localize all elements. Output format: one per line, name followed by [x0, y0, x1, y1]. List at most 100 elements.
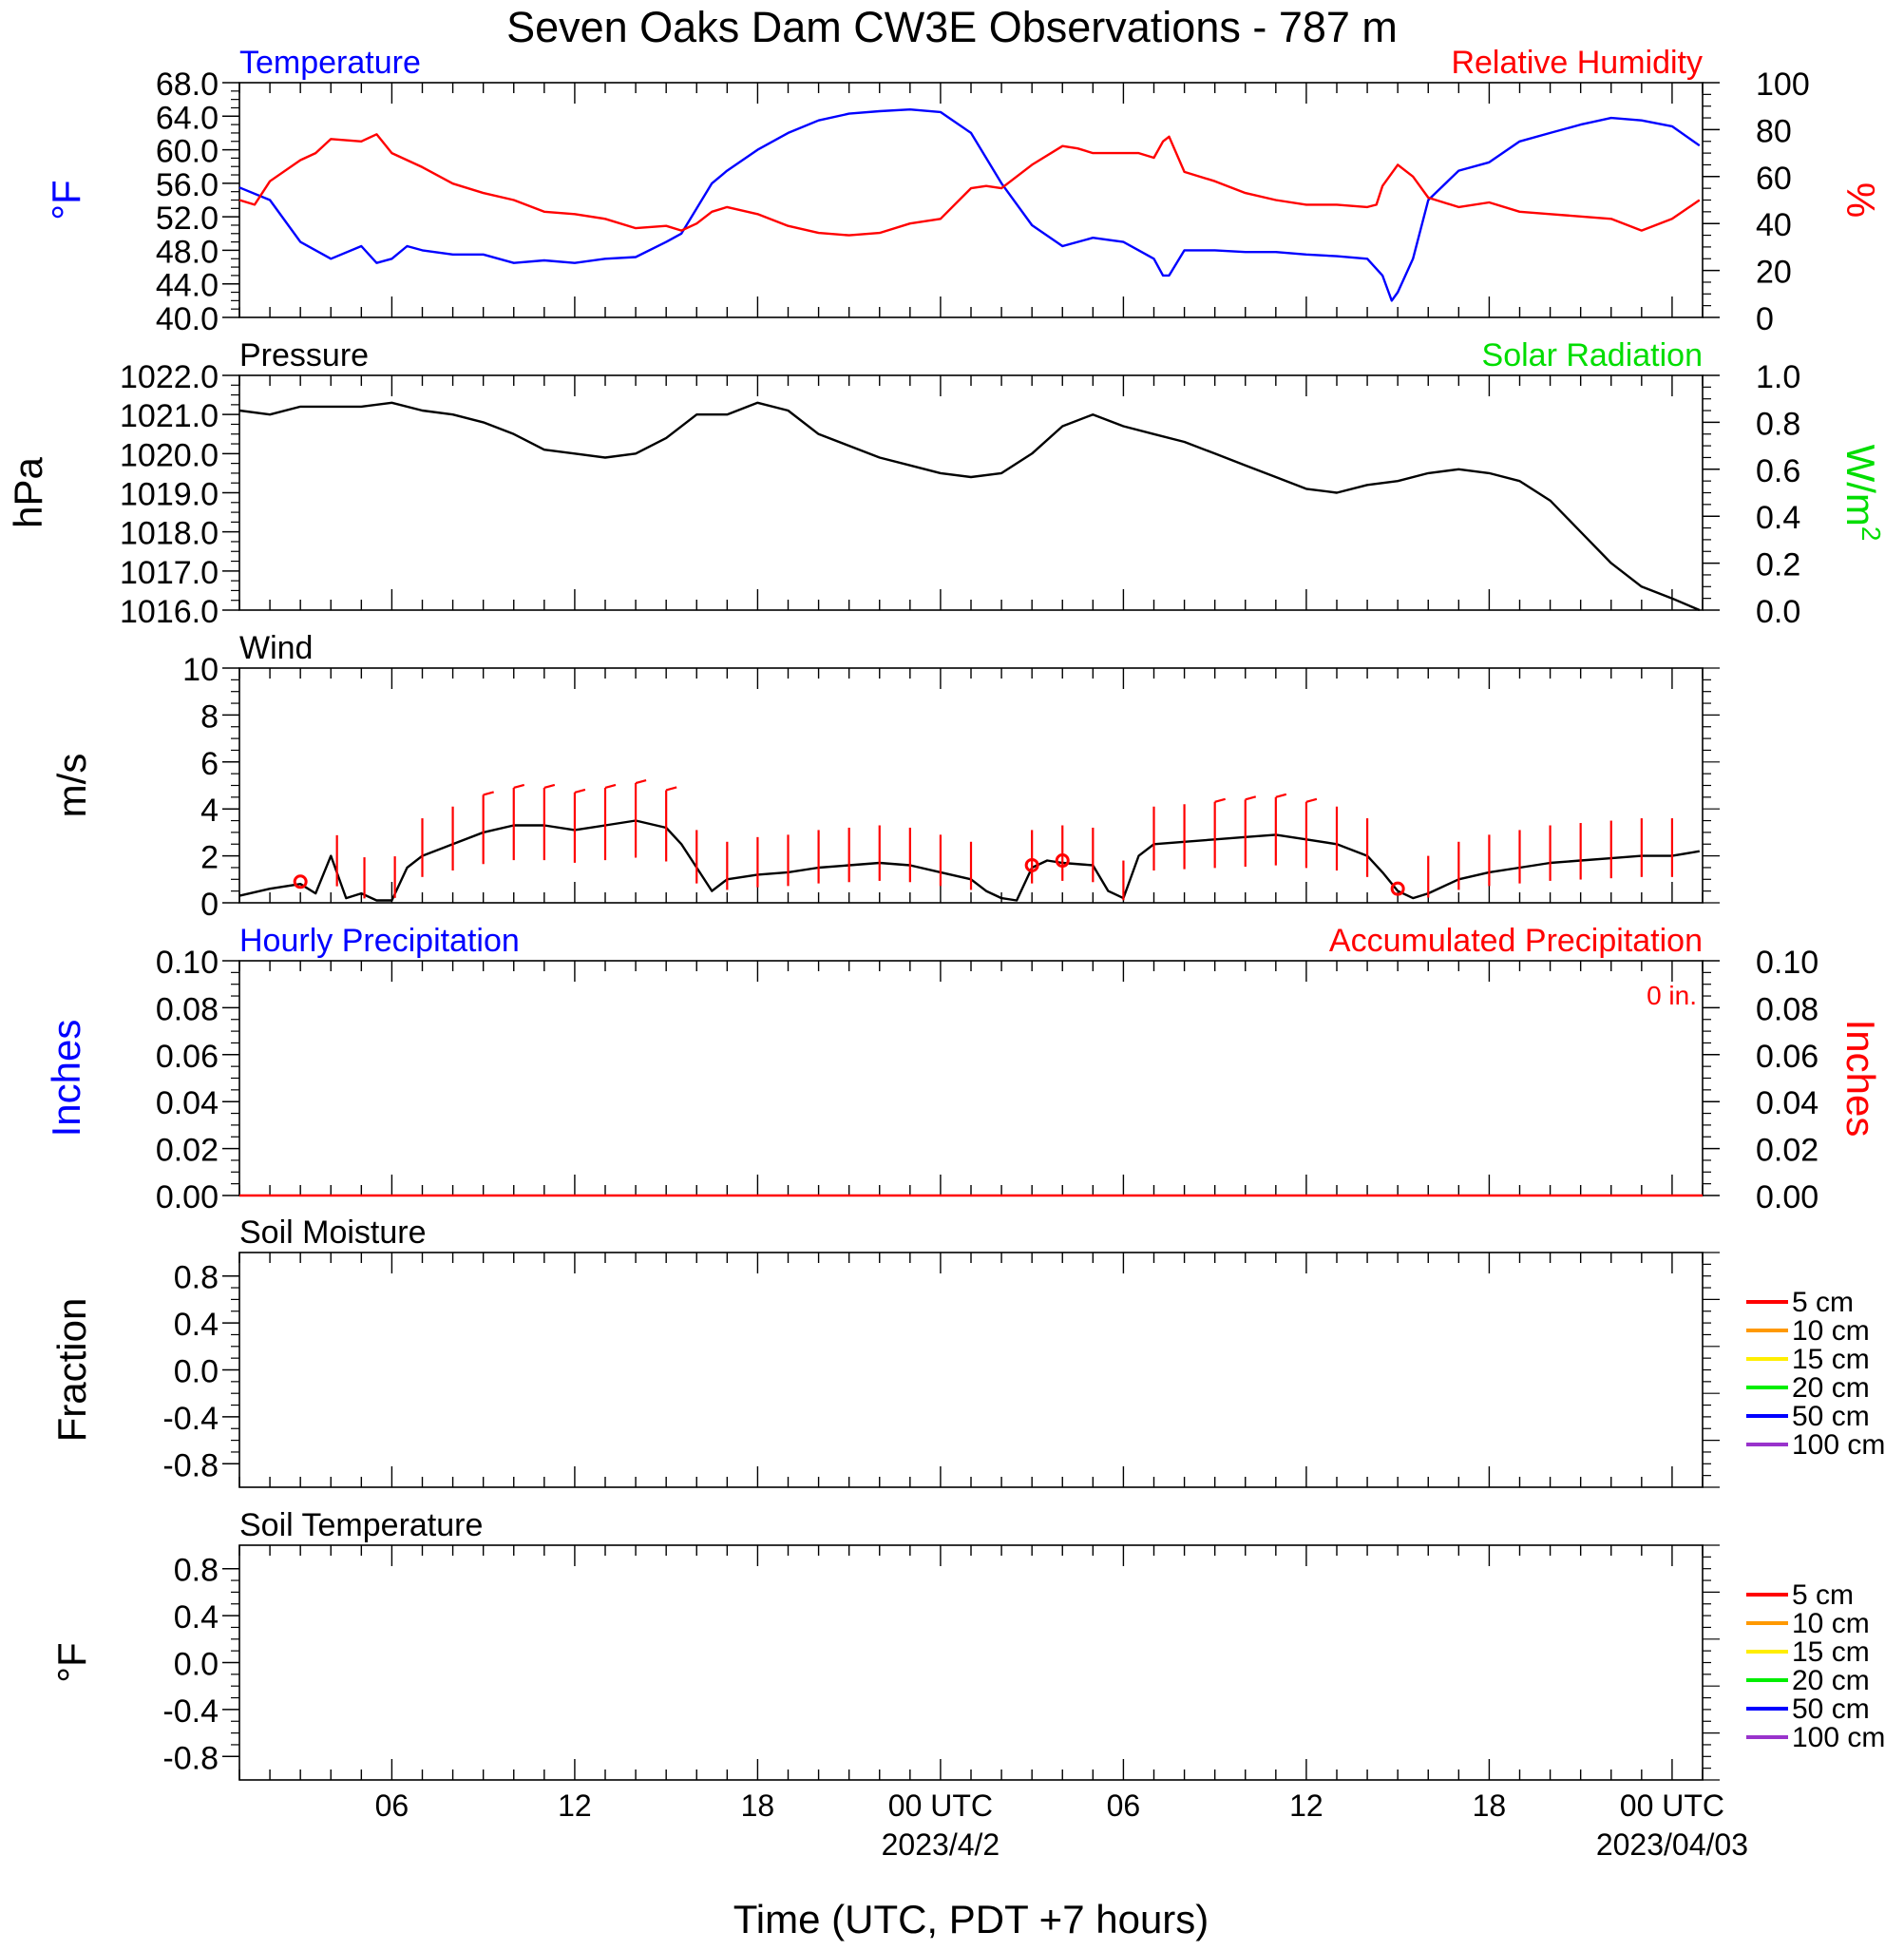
legend-label: 15 cm [1792, 1344, 1870, 1375]
y-axis-label-left: °F [49, 1642, 94, 1682]
plot-frame [238, 1252, 1704, 1488]
legend-label: 10 cm [1792, 1315, 1870, 1347]
y-tick-label-left: 0.4 [174, 1307, 219, 1343]
panel-title-left: Soil Moisture [239, 1215, 427, 1251]
y-tick-label-left: 1016.0 [120, 594, 219, 630]
y-tick-label-left: 0.10 [156, 945, 219, 981]
y-tick-label-right: 0.04 [1756, 1085, 1818, 1121]
series-wind [238, 819, 1701, 902]
calm-wind-marker [1390, 881, 1405, 896]
wind-barb-flag [483, 791, 494, 796]
wind-barb-flag [665, 786, 677, 792]
y-tick-label-left: 1017.0 [120, 555, 219, 591]
y-tick-label-left: 0.06 [156, 1039, 219, 1075]
y-tick-label-left: 1019.0 [120, 477, 219, 513]
plot-frame [238, 960, 1704, 1196]
panel-title-left: Hourly Precipitation [239, 923, 520, 959]
legend-label: 50 cm [1792, 1401, 1870, 1432]
y-axis-label-left: Fraction [49, 1298, 94, 1443]
legend-label: 5 cm [1792, 1579, 1854, 1611]
panel-wind: 10 8 6 4 2 0 Wind m/s [49, 630, 1720, 923]
y-axis-label-left: Inches [44, 1020, 88, 1138]
y-tick-label-right: 0.2 [1756, 547, 1800, 583]
y-tick-label-right: 0 [1756, 301, 1774, 337]
series-relative-humidity [238, 133, 1701, 237]
y-tick-label-right: 0.02 [1756, 1133, 1818, 1169]
y-tick-label-left: -0.8 [162, 1740, 219, 1776]
wind-barb-flag [1305, 797, 1318, 803]
y-tick-label-left: 0.00 [156, 1179, 219, 1215]
legend-label: 15 cm [1792, 1636, 1870, 1668]
x-tick-label: 18 [741, 1788, 775, 1823]
legend-label: 20 cm [1792, 1372, 1870, 1404]
legend-label: 100 cm [1792, 1429, 1885, 1461]
wind-barb-flag [604, 783, 617, 790]
x-tick-label: 12 [558, 1788, 592, 1823]
y-tick-label-right: 80 [1756, 113, 1792, 149]
y-tick-label-right: 0.08 [1756, 991, 1818, 1027]
panel-title-left: Wind [239, 630, 313, 666]
plot-frame [238, 1544, 1704, 1781]
y-tick-label-left: 40.0 [156, 301, 219, 337]
y-tick-label-left: 0.04 [156, 1085, 219, 1121]
legend-label: 50 cm [1792, 1693, 1870, 1725]
y-tick-label-left: -0.8 [162, 1447, 219, 1483]
y-tick-label-right: 0.6 [1756, 453, 1800, 489]
panel-precipitation: 0.10 0.08 0.06 0.04 0.02 0.00 0.10 0.08 0.06 0.04… [44, 923, 1883, 1215]
y-tick-label-right: 0.0 [1756, 594, 1800, 630]
y-tick-label-left: 6 [200, 746, 219, 782]
y-axis-label-left: °F [44, 180, 88, 220]
y-tick-label-left: 0.8 [174, 1553, 219, 1589]
panel-title-left: Temperature [239, 45, 421, 81]
series-pressure [238, 401, 1701, 612]
wind-barb-flag [1275, 793, 1287, 798]
y-tick-label-left: 0.4 [174, 1599, 219, 1635]
x-tick-label: 06 [1107, 1788, 1141, 1823]
wind-barb-flag [574, 788, 586, 794]
plot-frame [238, 82, 1704, 318]
calm-wind-marker [293, 874, 308, 889]
y-tick-label-left: -0.4 [162, 1401, 219, 1437]
wind-barb-flag [1245, 795, 1257, 801]
y-tick-label-left: 1020.0 [120, 437, 219, 473]
figure-title: Seven Oaks Dam CW3E Observations - 787 m [506, 3, 1398, 51]
y-axis-label-right: % [1838, 182, 1883, 218]
y-tick-label-left: 0.08 [156, 991, 219, 1027]
x-tick-label: 18 [1473, 1788, 1507, 1823]
x-tick-label: 00 UTC [1620, 1788, 1724, 1823]
y-tick-label-left: 48.0 [156, 234, 219, 270]
y-axis-label-left: m/s [49, 754, 94, 818]
wind-barb-flag [1214, 797, 1226, 803]
y-axis-label-right: Inches [1838, 1020, 1883, 1138]
y-tick-label-right: 100 [1756, 67, 1810, 103]
y-tick-label-left: -0.4 [162, 1693, 219, 1730]
y-tick-label-left: 1018.0 [120, 516, 219, 552]
calm-wind-marker [1055, 853, 1070, 869]
y-axis-label-left: hPa [6, 456, 50, 527]
y-tick-label-left: 1021.0 [120, 398, 219, 434]
x-axis-label: Time (UTC, PDT +7 hours) [733, 1897, 1209, 1941]
panel-title-right: Solar Radiation [1482, 337, 1703, 373]
y-axis-label-right: W/m2 [1838, 445, 1886, 542]
legend-label: 100 cm [1792, 1722, 1885, 1753]
y-tick-label-right: 0.06 [1756, 1039, 1818, 1075]
y-tick-label-right: 0.10 [1756, 945, 1818, 981]
wind-barb-flag [513, 783, 525, 790]
legend-label: 10 cm [1792, 1608, 1870, 1639]
y-tick-label-right: 0.00 [1756, 1179, 1818, 1215]
y-tick-label-right: 60 [1756, 161, 1792, 197]
y-tick-label-left: 4 [200, 793, 219, 829]
wind-barb-flag [543, 783, 556, 790]
y-tick-label-left: 0 [200, 887, 219, 923]
y-tick-label-right: 0.8 [1756, 406, 1800, 442]
y-tick-label-left: 56.0 [156, 167, 219, 203]
panel-title-left: Soil Temperature [239, 1507, 483, 1543]
y-tick-label-left: 44.0 [156, 268, 219, 304]
y-tick-label-left: 2 [200, 840, 219, 876]
y-tick-label-left: 0.0 [174, 1647, 219, 1683]
y-tick-label-right: 1.0 [1756, 359, 1800, 395]
y-tick-label-left: 60.0 [156, 134, 219, 170]
